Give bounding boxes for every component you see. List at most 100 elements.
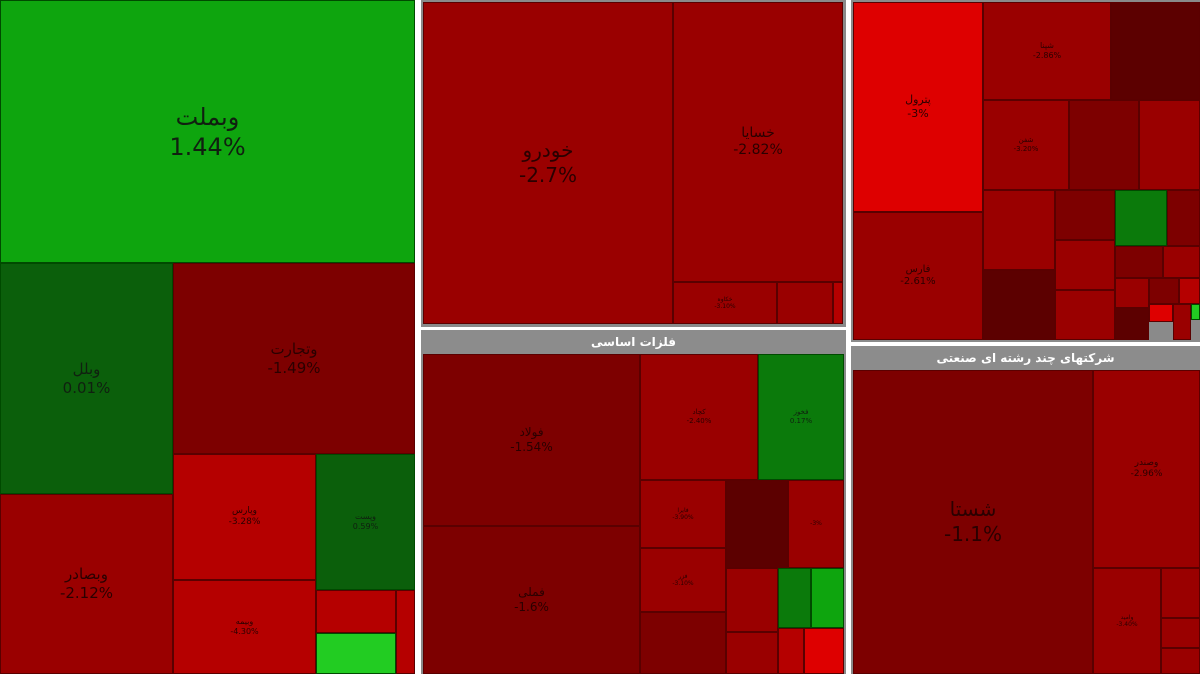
tile-symbol: پترول: [905, 93, 931, 107]
treemap-tile[interactable]: فایرا -3.90%: [640, 480, 726, 548]
treemap-tile[interactable]: [1111, 2, 1200, 100]
treemap-tile[interactable]: [396, 590, 415, 674]
treemap-tile[interactable]: [1161, 648, 1200, 674]
sector-title: شرکتهای چند رشته ای صنعتی: [851, 346, 1200, 370]
tile-symbol: شفن: [1018, 136, 1034, 145]
treemap-tile[interactable]: خودرو -2.7%: [423, 2, 673, 324]
treemap-tile[interactable]: [1179, 278, 1200, 304]
treemap-tile[interactable]: [1149, 304, 1173, 322]
treemap-tile[interactable]: وپست 0.59%: [316, 454, 415, 590]
tile-change: -3.28%: [228, 517, 261, 527]
treemap-tile[interactable]: وامید -3.40%: [1093, 568, 1161, 674]
treemap-tile[interactable]: -3%: [788, 480, 844, 568]
tile-change: -2.82%: [733, 142, 783, 158]
tile-symbol: وبصادر: [65, 565, 108, 584]
treemap-tile[interactable]: وبملت 1.44%: [0, 0, 415, 263]
tile-symbol: فخوز: [793, 408, 809, 417]
treemap-tile[interactable]: [1115, 308, 1149, 340]
treemap-tile[interactable]: [778, 628, 804, 674]
treemap-tile[interactable]: [778, 568, 811, 628]
treemap-tile[interactable]: [983, 270, 1055, 340]
treemap-tile[interactable]: خسایا -2.82%: [673, 2, 843, 282]
treemap-tile[interactable]: [1069, 100, 1139, 190]
treemap-tile[interactable]: وپارس -3.28%: [173, 454, 316, 580]
treemap-tile[interactable]: [983, 190, 1055, 270]
tile-change: -3.10%: [672, 580, 694, 587]
treemap-tile[interactable]: [777, 282, 833, 324]
treemap-tile[interactable]: [1055, 290, 1115, 340]
treemap-tile[interactable]: [1149, 278, 1179, 304]
tile-change: -2.7%: [518, 163, 578, 187]
treemap-tile[interactable]: [1161, 618, 1200, 648]
tile-change: -2.12%: [59, 584, 114, 602]
treemap-tile[interactable]: [804, 628, 844, 674]
treemap-tile[interactable]: [1115, 278, 1149, 308]
tile-symbol: خکاوه: [717, 295, 733, 303]
tile-symbol: شستا: [949, 497, 997, 521]
panel-multi: شرکتهای چند رشته ای صنعتی شستا -1.1% وصندر -…: [851, 346, 1200, 674]
treemap-tile[interactable]: شپنا -2.86%: [983, 2, 1111, 100]
treemap-tile[interactable]: [316, 590, 396, 633]
tile-symbol: فولاد: [519, 425, 544, 439]
tile-change: -1.54%: [510, 440, 553, 454]
treemap-tile[interactable]: وبیمه -4.30%: [173, 580, 316, 674]
treemap-tile[interactable]: [1055, 190, 1115, 240]
tile-change: 1.44%: [169, 132, 246, 161]
treemap-tile[interactable]: [1115, 246, 1163, 278]
tile-change: -4.30%: [230, 627, 259, 636]
tile-symbol: فارس: [905, 263, 931, 275]
tile-change: 0.17%: [789, 417, 813, 425]
treemap-tile[interactable]: پترول -3%: [853, 2, 983, 212]
sector-title: فلزات اساسی: [421, 330, 846, 354]
treemap-tile[interactable]: [1055, 240, 1115, 290]
treemap-tile[interactable]: فملی -1.6%: [423, 526, 640, 674]
treemap-tile[interactable]: کچاد -2.40%: [640, 354, 758, 480]
tile-symbol: وبملت: [175, 102, 240, 131]
treemap-tile[interactable]: [1173, 304, 1191, 340]
tile-change: -2.40%: [686, 417, 712, 425]
treemap-tile[interactable]: [1115, 190, 1167, 246]
tile-change: 0.59%: [352, 522, 379, 531]
treemap-tile[interactable]: [833, 282, 843, 324]
tile-symbol: وبلل: [72, 359, 101, 378]
treemap-tile[interactable]: [1161, 568, 1200, 618]
tile-symbol: خسایا: [741, 124, 775, 141]
treemap-tile[interactable]: شفن -3.20%: [983, 100, 1069, 190]
tile-change: -2.96%: [1130, 469, 1163, 479]
tile-change: -3.10%: [714, 303, 736, 310]
tile-symbol: وصندر: [1134, 457, 1159, 468]
tile-change: 0.01%: [62, 378, 111, 397]
tile-change: -3%: [810, 520, 822, 528]
treemap-tile[interactable]: خکاوه -3.10%: [673, 282, 777, 324]
treemap-tile[interactable]: [1191, 304, 1200, 320]
treemap-tile[interactable]: [1163, 246, 1200, 278]
tile-change: -2.61%: [900, 276, 936, 287]
treemap-tile[interactable]: وبصادر -2.12%: [0, 494, 173, 674]
treemap-tile[interactable]: فولاد -1.54%: [423, 354, 640, 526]
panel-metals: فلزات اساسی فولاد -1.54% فملی -1.6% کچاد -2.40…: [421, 330, 846, 674]
treemap-tile[interactable]: شستا -1.1%: [853, 370, 1093, 674]
treemap-tile[interactable]: [316, 633, 396, 674]
treemap-tile[interactable]: [640, 612, 726, 674]
treemap-tile[interactable]: [726, 632, 778, 674]
treemap-tile[interactable]: [1167, 190, 1200, 246]
treemap-tile[interactable]: [726, 568, 778, 632]
treemap-tile[interactable]: [811, 568, 844, 628]
tile-change: -3%: [907, 107, 929, 120]
treemap-tile[interactable]: وصندر -2.96%: [1093, 370, 1200, 568]
tile-symbol: وپست: [354, 512, 377, 521]
treemap-tile[interactable]: وبلل 0.01%: [0, 263, 173, 494]
treemap-tile[interactable]: وتجارت -1.49%: [173, 263, 415, 454]
tile-symbol: وامید: [1120, 613, 1134, 621]
tile-symbol: خودرو: [522, 138, 574, 162]
tile-symbol: کچاد: [692, 408, 706, 417]
panel-banks: وبملت 1.44% وتجارت -1.49% وبلل 0.01% وپارس -3.2…: [0, 0, 415, 674]
panel-auto: خودرو -2.7% خسایا -2.82% خکاوه -3.10%: [421, 0, 846, 327]
treemap-tile[interactable]: فزر -3.10%: [640, 548, 726, 612]
tile-symbol: فایرا: [677, 506, 689, 514]
treemap-tile[interactable]: فارس -2.61%: [853, 212, 983, 340]
treemap-tile[interactable]: [726, 480, 788, 568]
treemap-tile[interactable]: فخوز 0.17%: [758, 354, 844, 480]
treemap-tile[interactable]: [1139, 100, 1200, 190]
tile-symbol: وپارس: [232, 505, 257, 516]
